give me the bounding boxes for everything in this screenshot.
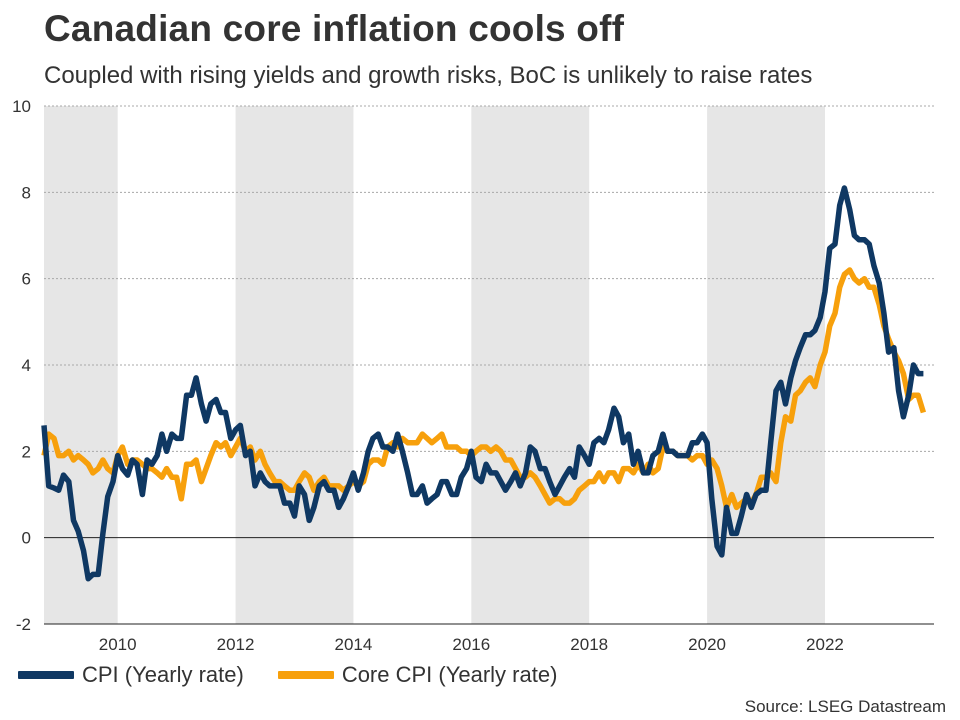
series-line-cpi — [41, 185, 924, 582]
y-tick-label: 8 — [22, 183, 31, 202]
x-tick-label: 2012 — [217, 635, 255, 654]
y-tick-label: 4 — [22, 356, 31, 375]
x-tick-label: 2014 — [335, 635, 373, 654]
chart-title: Canadian core inflation cools off — [44, 8, 625, 49]
y-tick-label: 10 — [12, 97, 31, 116]
y-axis-ticks: -2 0 2 4 6 8 10 — [12, 97, 31, 634]
chart-subtitle: Coupled with rising yields and growth ri… — [44, 62, 813, 89]
x-tick-label: 2010 — [99, 635, 137, 654]
x-axis-ticks: 2010 2012 2014 2016 2018 2020 2022 — [44, 623, 934, 654]
x-tick-label: 2020 — [688, 635, 726, 654]
x-tick-label: 2018 — [570, 635, 608, 654]
legend-swatch-cpi — [18, 671, 74, 679]
legend-label-core-cpi: Core CPI (Yearly rate) — [341, 662, 558, 687]
source-note: Source: LSEG Datastream — [744, 697, 946, 716]
y-tick-label: -2 — [16, 615, 31, 634]
series-lines — [41, 185, 927, 582]
legend-swatch-core-cpi — [277, 671, 334, 679]
legend-label-cpi: CPI (Yearly rate) — [82, 662, 244, 687]
x-tick-label: 2022 — [806, 635, 844, 654]
series-line-core-cpi — [41, 267, 927, 511]
y-tick-label: 6 — [22, 270, 31, 289]
legend: CPI (Yearly rate) Core CPI (Yearly rate) — [18, 662, 591, 688]
y-tick-label: 0 — [22, 529, 31, 548]
legend-item-core-cpi[interactable]: Core CPI (Yearly rate) — [277, 662, 558, 688]
y-tick-label: 2 — [22, 442, 31, 461]
legend-item-cpi[interactable]: CPI (Yearly rate) — [18, 662, 244, 688]
x-tick-label: 2016 — [452, 635, 490, 654]
